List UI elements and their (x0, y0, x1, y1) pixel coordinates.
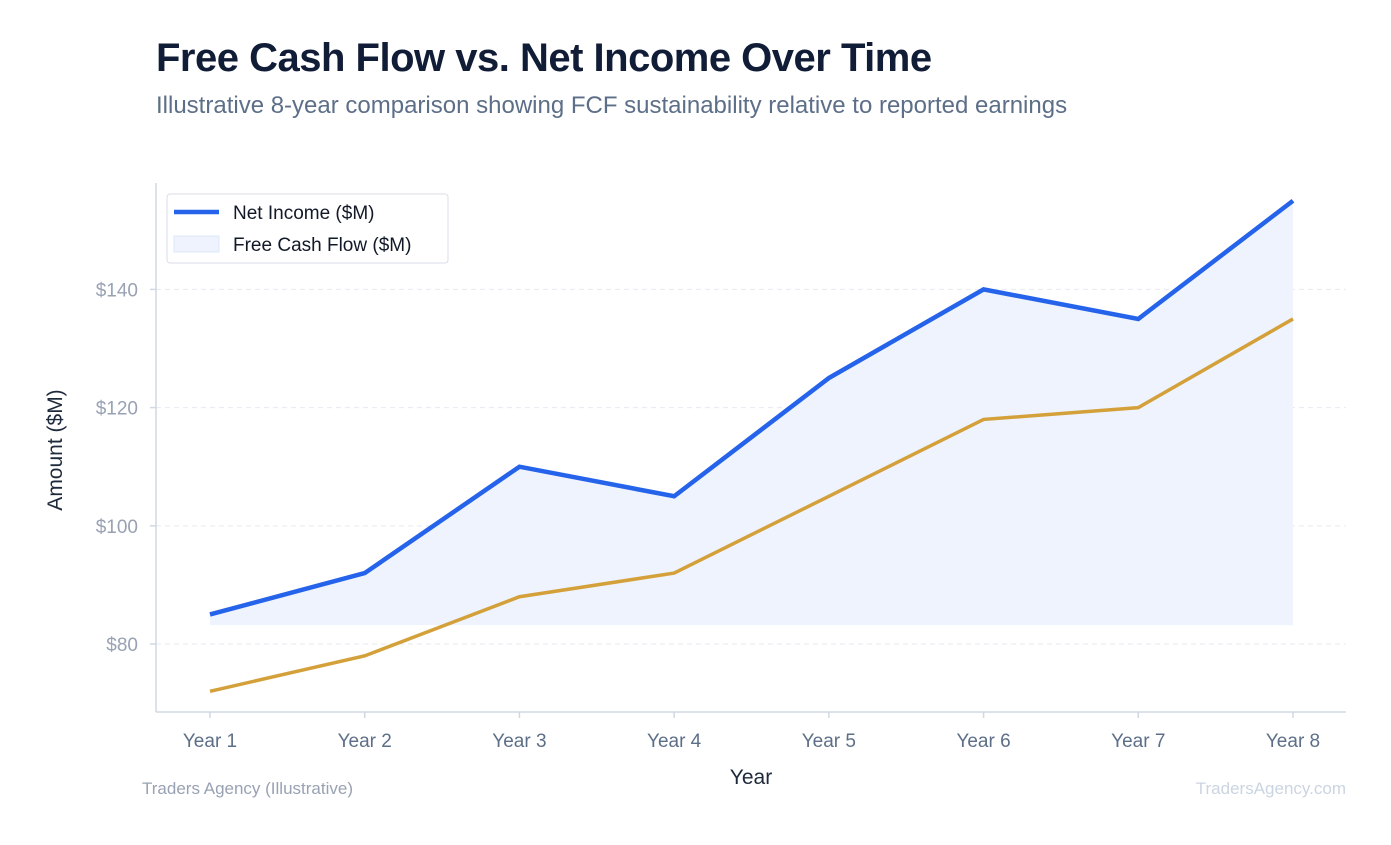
footer-source: Traders Agency (Illustrative) (142, 779, 353, 798)
area-layer (210, 200, 1293, 626)
y-tick-label: $120 (96, 399, 138, 420)
x-tick-label: Year 8 (1266, 731, 1320, 752)
x-tick-label: Year 4 (647, 731, 702, 752)
x-axis-label: Year (730, 766, 772, 789)
y-tick-label: $100 (96, 517, 138, 538)
x-tick-label: Year 1 (183, 731, 237, 752)
y-tick-label: $80 (106, 635, 138, 656)
x-tick-label: Year 3 (492, 731, 546, 752)
net-income-area (210, 200, 1293, 626)
axes (155, 183, 1346, 713)
x-ticks: Year 1 Year 2 Year 3 Year 4 Year 5 Year 6 Year… (183, 712, 1320, 752)
y-tick-label: $140 (96, 280, 138, 301)
legend-net-income-label: Net Income ($M) (233, 203, 374, 224)
net-income-line (209, 198, 1295, 617)
legend: Net Income ($M) Free Cash Flow ($M) (166, 193, 449, 264)
y-axis-label: Amount ($M) (44, 389, 67, 510)
series-lines (209, 198, 1295, 694)
chart-title: Free Cash Flow vs. Net Income Over Time (156, 36, 932, 80)
footer-watermark: TradersAgency.com (1195, 779, 1346, 798)
legend-fcf-label: Free Cash Flow ($M) (233, 235, 411, 256)
x-tick-label: Year 2 (338, 731, 392, 752)
x-tick-label: Year 7 (1111, 731, 1165, 752)
legend-box (166, 193, 449, 264)
x-tick-label: Year 6 (956, 731, 1010, 752)
x-tick-label: Year 5 (802, 731, 856, 752)
free-cash-flow-line (209, 317, 1294, 694)
legend-fcf-swatch (173, 235, 220, 253)
chart-subtitle: Illustrative 8-year comparison showing F… (156, 92, 1068, 119)
y-ticks: $80 $100 $120 $140 (96, 280, 156, 656)
